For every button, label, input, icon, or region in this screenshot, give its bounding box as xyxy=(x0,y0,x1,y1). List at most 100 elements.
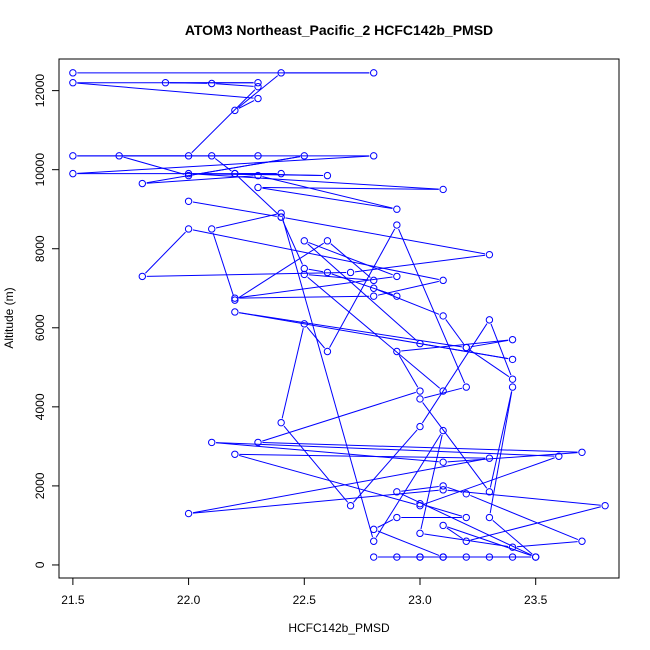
data-point xyxy=(393,553,401,561)
data-point xyxy=(462,513,470,522)
data-point xyxy=(370,553,378,561)
data-point xyxy=(208,225,216,233)
data-point xyxy=(393,205,401,213)
data-point xyxy=(439,553,447,561)
data-point xyxy=(69,169,77,178)
data-point xyxy=(555,452,563,460)
series-segment xyxy=(262,176,393,209)
y-tick-label: 4000 xyxy=(33,393,47,420)
data-point xyxy=(485,513,494,522)
data-point xyxy=(462,383,470,391)
series-segment xyxy=(308,268,324,273)
series-segment xyxy=(445,319,465,345)
series-segment xyxy=(216,83,254,87)
data-point xyxy=(416,553,424,561)
series-segment xyxy=(424,504,463,517)
data-point xyxy=(601,501,609,510)
data-point xyxy=(393,513,401,522)
series-segment xyxy=(424,387,463,399)
data-point xyxy=(439,458,447,466)
series-segment xyxy=(238,454,416,505)
data-point xyxy=(231,296,239,304)
series-segment xyxy=(237,75,279,109)
data-point xyxy=(393,292,401,300)
y-tick-label: 0 xyxy=(33,561,47,568)
data-point xyxy=(277,209,285,217)
data-point xyxy=(370,276,378,285)
y-tick-label: 6000 xyxy=(33,314,47,341)
series-segment xyxy=(330,243,371,278)
data-point xyxy=(462,537,470,545)
data-point xyxy=(254,438,262,447)
series-segment xyxy=(398,355,419,388)
series-segment xyxy=(192,489,439,514)
series-segment xyxy=(424,533,509,548)
series-segment xyxy=(123,156,185,175)
data-point xyxy=(69,69,77,77)
x-tick-label: 23.5 xyxy=(524,593,548,607)
x-tick-label: 23.0 xyxy=(408,593,432,607)
data-point xyxy=(208,152,216,160)
data-point xyxy=(161,79,170,87)
plot-frame xyxy=(58,58,620,579)
data-point xyxy=(277,213,285,221)
data-point xyxy=(416,395,424,403)
series-segment xyxy=(307,243,418,342)
data-point xyxy=(508,383,517,391)
data-point xyxy=(485,316,494,324)
series-segment xyxy=(216,442,439,463)
data-point xyxy=(254,183,262,192)
series-segment xyxy=(239,312,509,360)
series-segment xyxy=(398,228,465,384)
series-segment xyxy=(239,295,370,299)
data-point xyxy=(508,355,517,364)
data-point xyxy=(254,79,262,87)
data-point xyxy=(508,335,517,344)
data-point xyxy=(370,284,378,292)
data-point xyxy=(231,169,239,178)
data-point xyxy=(508,553,517,561)
data-point xyxy=(69,79,77,87)
y-tick-label: 12000 xyxy=(33,74,47,108)
series-segment xyxy=(377,530,440,556)
data-point xyxy=(393,347,401,356)
series-segment xyxy=(447,489,601,506)
series-segment xyxy=(146,156,301,184)
x-axis: 21.5 22.0 22.5 23.0 23.5 xyxy=(61,577,548,607)
x-axis-label: HCFC142b_PMSD xyxy=(288,621,390,635)
data-point xyxy=(277,169,285,178)
data-point xyxy=(508,543,517,551)
data-point xyxy=(346,501,355,510)
data-point xyxy=(393,272,401,281)
data-point xyxy=(254,94,262,103)
y-tick-label: 8000 xyxy=(33,235,47,262)
series-segment xyxy=(375,434,442,538)
data-point xyxy=(208,79,216,88)
data-point xyxy=(578,537,586,545)
series-segment xyxy=(470,339,509,348)
series-segment xyxy=(307,276,441,389)
data-point xyxy=(231,450,239,458)
series-segment xyxy=(400,493,532,556)
series-segment xyxy=(212,232,234,297)
data-point xyxy=(231,106,239,115)
series-segment xyxy=(421,323,488,424)
series-segment xyxy=(239,312,462,348)
data-point xyxy=(462,553,470,561)
data-point xyxy=(416,422,424,431)
x-tick-label: 21.5 xyxy=(61,593,85,607)
y-axis-label: Altitude (m) xyxy=(2,287,16,348)
data-point xyxy=(439,387,447,395)
data-point xyxy=(439,482,447,490)
series-segment xyxy=(285,217,486,255)
data-point xyxy=(184,152,193,160)
data-point xyxy=(416,339,424,348)
data-point xyxy=(370,69,378,77)
series-segment xyxy=(77,82,254,99)
data-point xyxy=(508,375,517,383)
data-point xyxy=(231,294,239,302)
series-segment xyxy=(308,241,393,276)
data-point xyxy=(208,438,216,447)
series-segment xyxy=(423,457,555,505)
series-segment xyxy=(191,89,256,154)
